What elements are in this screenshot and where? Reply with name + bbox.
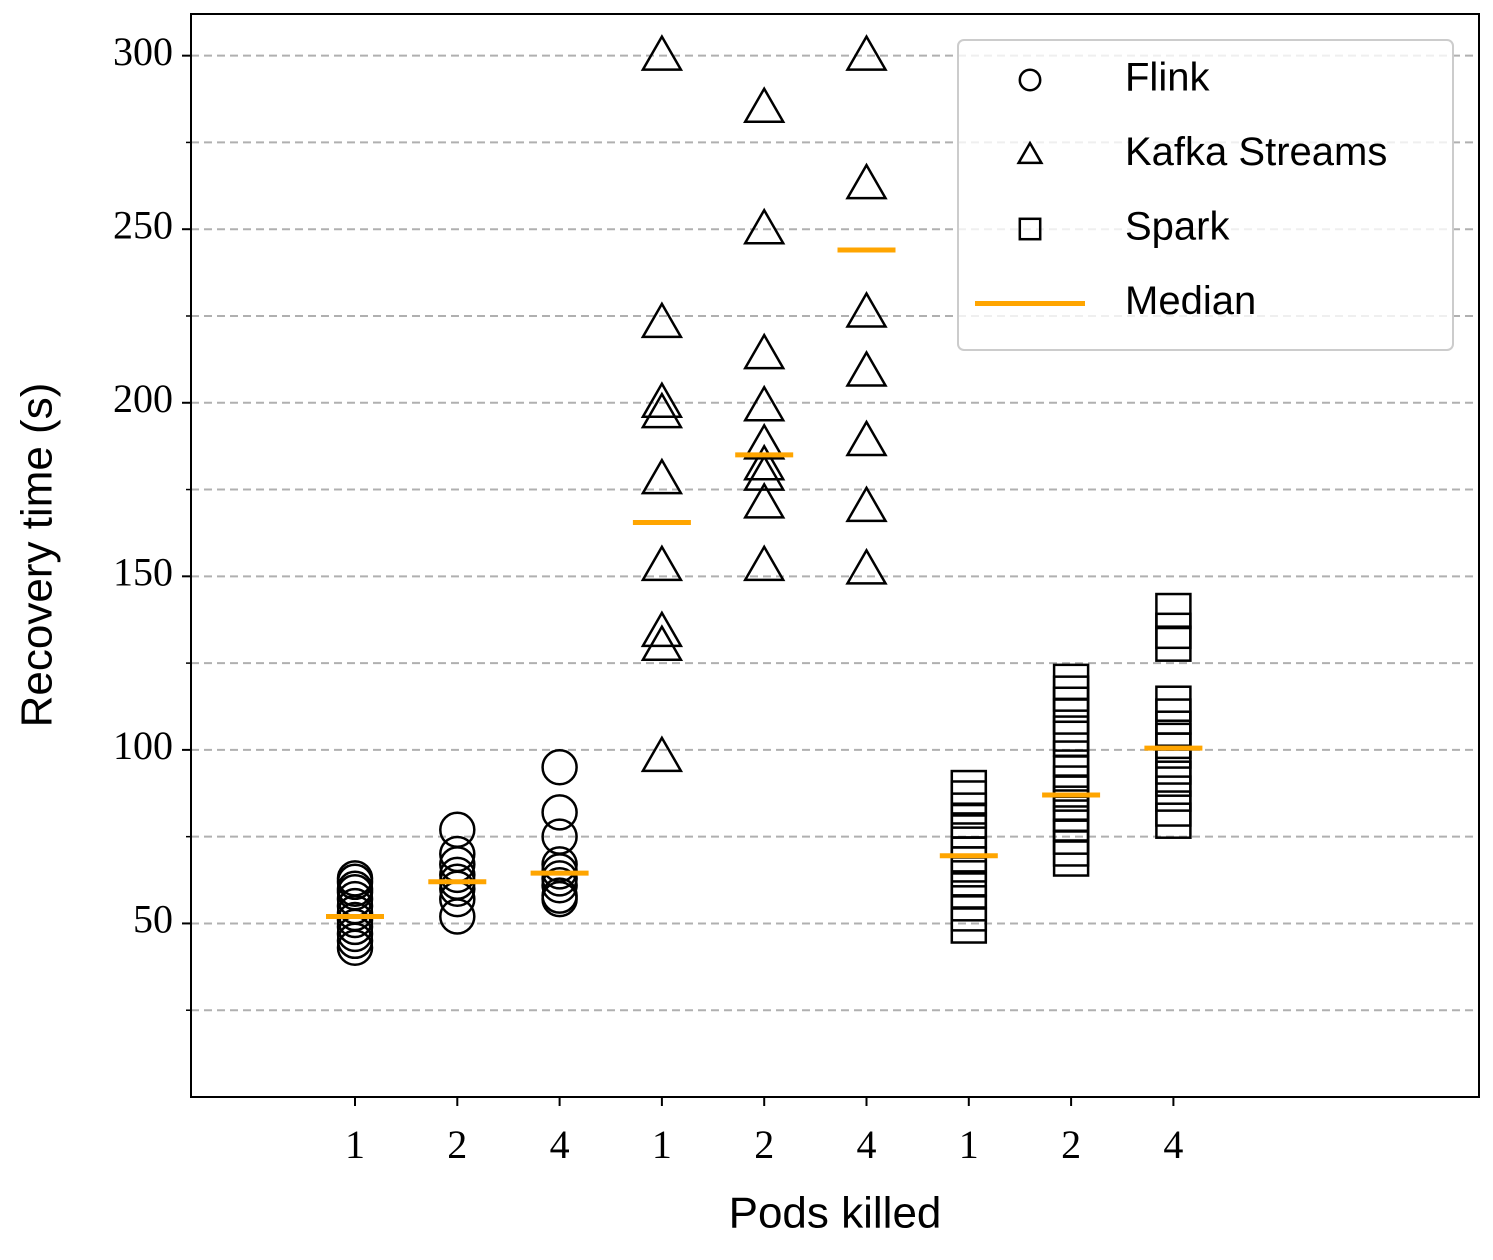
point [640,624,684,661]
point [1155,612,1192,650]
point [950,812,988,849]
point [1155,592,1192,630]
point [439,898,476,935]
point [640,457,684,495]
point [336,929,374,966]
point [640,34,684,71]
point [950,802,988,839]
point [950,895,988,932]
x-axis-label: Pods killed [729,1189,942,1238]
point [1052,675,1090,712]
point [541,860,578,897]
point [845,291,888,328]
point [845,34,888,71]
point [640,610,684,648]
point [743,384,786,422]
point [743,332,786,370]
point [1052,663,1090,701]
x-tick-label: 2 [447,1122,467,1167]
legend-label: Kafka Streams [1125,130,1387,174]
point [336,863,374,901]
point [950,885,988,922]
point [743,454,786,491]
point [541,748,578,786]
point [640,301,684,339]
point [541,867,578,904]
point [950,872,988,909]
point [845,162,888,200]
x-tick-label: 4 [1163,1122,1183,1167]
legend-label: Flink [1125,56,1210,100]
point [439,856,476,894]
point [336,908,374,946]
point [1052,740,1090,777]
point [743,86,786,123]
point [1052,755,1090,792]
legend-marker [1018,68,1042,92]
point [336,901,374,939]
point [845,350,888,387]
point [1155,685,1192,722]
y-tick-label: 50 [133,897,173,942]
point [336,922,374,960]
point [439,870,476,907]
point [845,485,888,523]
legend-marker [1018,217,1042,241]
point [950,860,988,897]
point [1155,775,1192,812]
legend-label: Spark [1125,205,1230,249]
point [1155,710,1192,747]
legend-box [957,39,1454,351]
point [743,544,786,582]
point [640,381,684,419]
point [743,443,786,481]
y-axis-label: Recovery time (s) [13,383,62,728]
point [950,907,988,944]
point [640,544,684,582]
x-tick-label: 2 [1061,1122,1081,1167]
y-tick-label: 150 [113,549,173,594]
x-tick-label: 1 [652,1122,672,1167]
point [1052,785,1090,822]
legend-marker [1016,140,1044,165]
y-tick-label: 300 [113,29,173,74]
point [845,547,888,585]
x-tick-label: 4 [550,1122,570,1167]
point [845,419,888,457]
plot-frame [190,13,1480,1098]
point [541,880,578,918]
point [950,769,988,807]
x-tick-label: 4 [857,1122,877,1167]
point [1155,625,1192,662]
x-tick-label: 1 [345,1122,365,1167]
point [743,207,786,245]
y-tick-label: 200 [113,376,173,421]
point [1052,840,1090,877]
point [743,481,786,519]
y-tick-label: 100 [113,723,173,768]
point [1052,795,1090,833]
point [950,846,988,883]
point [1155,698,1192,735]
point [950,780,988,817]
point [1155,802,1192,839]
x-tick-label: 2 [754,1122,774,1167]
x-tick-label: 1 [959,1122,979,1167]
point [1155,722,1192,760]
point [640,735,684,773]
point [640,391,684,429]
legend-label: Median [1125,279,1256,323]
point [541,794,578,831]
y-tick-label: 250 [113,202,173,247]
